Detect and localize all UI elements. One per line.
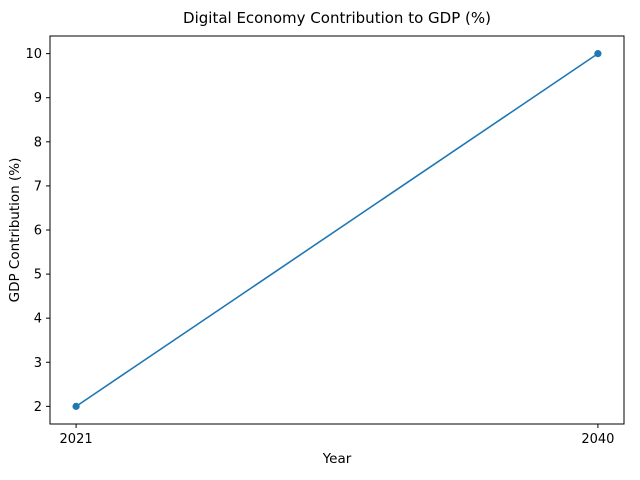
y-tick-label: 5 [34, 268, 42, 283]
y-tick-label: 9 [34, 91, 42, 106]
x-axis-label: Year [322, 451, 352, 467]
y-tick-label: 7 [34, 179, 42, 194]
y-tick-label: 8 [34, 135, 42, 150]
data-point-marker [594, 50, 602, 58]
y-tick-label: 4 [34, 312, 42, 327]
data-point-marker [72, 402, 80, 410]
x-tick-label: 2040 [581, 432, 614, 447]
x-tick-label: 2021 [60, 432, 93, 447]
y-tick-label: 10 [25, 47, 42, 62]
y-tick-label: 6 [34, 224, 42, 239]
chart-title: Digital Economy Contribution to GDP (%) [183, 9, 491, 27]
y-tick-label: 3 [34, 356, 42, 371]
y-tick-label: 2 [34, 400, 42, 415]
data-line [75, 52, 599, 408]
